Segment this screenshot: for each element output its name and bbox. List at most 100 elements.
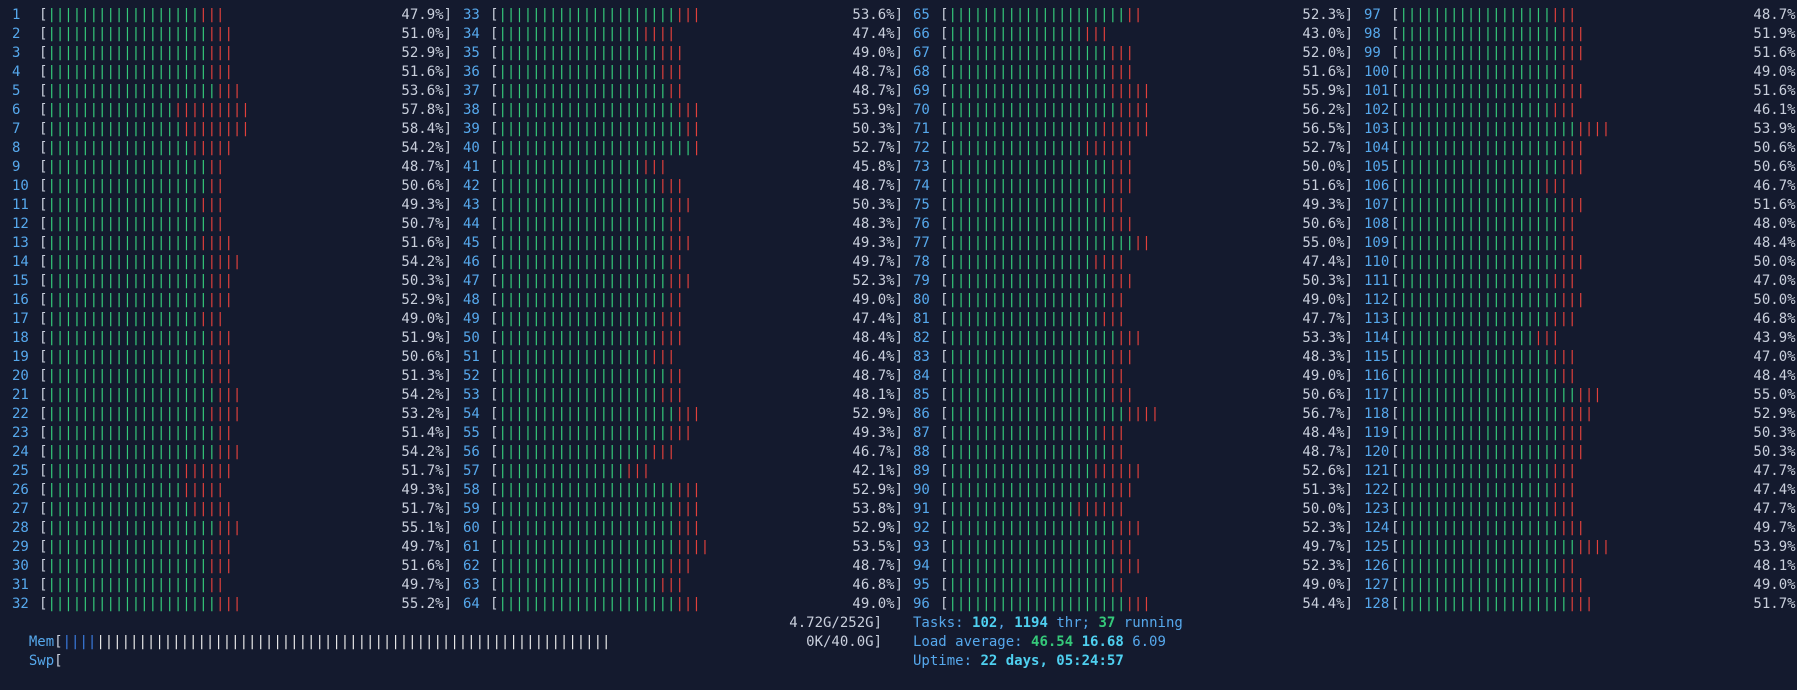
cpu-usage-bar: [||||||||||||||||||||| <box>940 368 1126 384</box>
cpu-usage-bar: [|||||||||||||||||||||||| <box>1391 387 1602 403</box>
cpu-number: 48 <box>463 292 480 308</box>
cpu-usage-bar: [||||||||||||||||||||| <box>1391 216 1577 232</box>
cpu-usage-bar: [||||||||||||||||||||| <box>490 349 676 365</box>
tasks-summary: Tasks: 102, 1194 thr; 37 running <box>913 615 1183 631</box>
cpu-percent: 55.0%] <box>1753 387 1797 403</box>
cpu-usage-bar: [||||||||||||||||||||| <box>1391 463 1577 479</box>
swap-label: Swp <box>28 653 55 669</box>
cpu-number: 23 <box>12 425 29 441</box>
cpu-meter-row: 57 [|||||||||||||||||| 42.1%] <box>463 462 903 481</box>
cpu-meter-row: 7 [|||||||||||||||||||||||| 58.4%] <box>12 120 452 139</box>
cpu-meter-row: 51 [||||||||||||||||||||| 46.4%] <box>463 348 903 367</box>
cpu-percent: 52.3%] <box>1302 520 1353 536</box>
cpu-number: 21 <box>12 387 29 403</box>
cpu-percent: 48.4%] <box>852 330 903 346</box>
cpu-usage-bar: [|||||||||||||||||||||| <box>490 178 684 194</box>
cpu-usage-bar: [||||||||||||||||||||||| <box>39 254 242 270</box>
cpu-usage-bar: [|||||||||||||||||||| <box>490 159 668 175</box>
cpu-number: 70 <box>913 102 930 118</box>
cpu-number: 114 <box>1364 330 1390 346</box>
cpu-meter-row: 107[|||||||||||||||||||||| 51.6%] <box>1364 196 1797 215</box>
cpu-meter-row: 12 [||||||||||||||||||||| 50.7%] <box>12 215 452 234</box>
cpu-percent: 56.7%] <box>1302 406 1353 422</box>
cpu-number: 92 <box>913 520 930 536</box>
cpu-usage-bar: [||||||||||||||||||||| <box>39 197 225 213</box>
cpu-usage-bar: [|||||||||||||||||||||| <box>1391 577 1585 593</box>
cpu-meter-row: 53 [|||||||||||||||||||||| 48.1%] <box>463 386 903 405</box>
cpu-meter-row: 70 [|||||||||||||||||||||||| 56.2%] <box>913 101 1353 120</box>
cpu-percent: 56.2%] <box>1302 102 1353 118</box>
cpu-percent: 56.5%] <box>1302 121 1353 137</box>
cpu-number: 94 <box>913 558 930 574</box>
cpu-meter-row: 91 [||||||||||||||||||||| 50.0%] <box>913 500 1353 519</box>
cpu-meter-row: 34 [||||||||||||||||||||| 47.4%] <box>463 25 903 44</box>
cpu-number: 109 <box>1364 235 1390 251</box>
cpu-percent: 46.8%] <box>1753 311 1797 327</box>
cpu-usage-bar: [|||||||||||||||||| <box>490 463 651 479</box>
cpu-meter-row: 24 [||||||||||||||||||||||| 54.2%] <box>12 443 452 462</box>
cpu-number: 42 <box>463 178 480 194</box>
cpu-meter-row: 118[||||||||||||||||||||||| 52.9%] <box>1364 405 1797 424</box>
cpu-percent: 50.6%] <box>1302 387 1353 403</box>
cpu-percent: 55.1%] <box>401 520 452 536</box>
cpu-number: 104 <box>1364 140 1390 156</box>
cpu-meter-row: 99 [|||||||||||||||||||||| 51.6%] <box>1364 44 1797 63</box>
cpu-meter-row: 101[|||||||||||||||||||||| 51.6%] <box>1364 82 1797 101</box>
cpu-meter-row: 81 [||||||||||||||||||||| 47.7%] <box>913 310 1353 329</box>
cpu-usage-bar: [||||||||||||||||||||||| <box>940 520 1143 536</box>
cpu-meter-row: 35 [|||||||||||||||||||||| 49.0%] <box>463 44 903 63</box>
cpu-number: 118 <box>1364 406 1390 422</box>
cpu-meter-row: 111[||||||||||||||||||||| 47.0%] <box>1364 272 1797 291</box>
cpu-meter-row: 8 [|||||||||||||||||||||| 54.2%] <box>12 139 452 158</box>
cpu-number: 83 <box>913 349 930 365</box>
cpu-meter-row: 63 [|||||||||||||||||||||| 46.8%] <box>463 576 903 595</box>
running-count: 37 <box>1098 615 1116 631</box>
cpu-number: 110 <box>1364 254 1390 270</box>
cpu-percent: 58.4%] <box>401 121 452 137</box>
cpu-percent: 50.3%] <box>1753 425 1797 441</box>
cpu-number: 88 <box>913 444 930 460</box>
cpu-number: 81 <box>913 311 930 327</box>
cpu-usage-bar: [|||||||||||||||||||||||| <box>490 7 701 23</box>
cpu-meters: 1 [||||||||||||||||||||| 47.9%] 2 [|||||||||… <box>12 6 1797 612</box>
cpu-usage-bar: [||||||||||||||||||||||| <box>490 235 693 251</box>
cpu-number: 46 <box>463 254 480 270</box>
cpu-usage-bar: [|||||||||||||||||||||| <box>490 254 684 270</box>
cpu-number: 96 <box>913 596 930 612</box>
cpu-usage-bar: [|||||||||||||||||||||| <box>39 558 233 574</box>
cpu-percent: 48.4%] <box>1302 425 1353 441</box>
cpu-percent: 48.1%] <box>852 387 903 403</box>
cpu-usage-bar: [||||||||||||||||||||| <box>1391 102 1577 118</box>
cpu-number: 37 <box>463 83 480 99</box>
cpu-number: 35 <box>463 45 480 61</box>
cpu-meter-row: 1 [||||||||||||||||||||| 47.9%] <box>12 6 452 25</box>
cpu-number: 49 <box>463 311 480 327</box>
cpu-usage-bar: [||||||||||||||||||||||| <box>1391 406 1594 422</box>
cpu-number: 32 <box>12 596 29 612</box>
cpu-number: 12 <box>12 216 29 232</box>
cpu-usage-bar: [|||||||||||||||||||||||| <box>490 102 701 118</box>
load-5min: 16.68 <box>1081 634 1124 650</box>
cpu-meter-row: 83 [|||||||||||||||||||||| 48.3%] <box>913 348 1353 367</box>
cpu-usage-bar: [|||||||||||||||||||||| <box>39 349 233 365</box>
cpu-number: 115 <box>1364 349 1390 365</box>
cpu-percent: 52.3%] <box>1302 7 1353 23</box>
cpu-number: 76 <box>913 216 930 232</box>
cpu-meter-row: 45 [||||||||||||||||||||||| 49.3%] <box>463 234 903 253</box>
threads-count: 1194 <box>1014 615 1048 631</box>
cpu-percent: 48.4%] <box>1753 235 1797 251</box>
cpu-meter-row: 88 [||||||||||||||||||||| 48.7%] <box>913 443 1353 462</box>
cpu-meter-row: 26 [||||||||||||||||||||| 49.3%] <box>12 481 452 500</box>
cpu-usage-bar: [|||||||||||||||||||||| <box>39 64 233 80</box>
cpu-percent: 47.9%] <box>401 7 452 23</box>
cpu-usage-bar: [|||||||||||||||||||||| <box>39 501 233 517</box>
cpu-usage-bar: [||||||||||||||||||||| <box>1391 273 1577 289</box>
cpu-percent: 54.2%] <box>401 140 452 156</box>
cpu-meter-row: 39 [|||||||||||||||||||||||| 50.3%] <box>463 120 903 139</box>
cpu-number: 106 <box>1364 178 1390 194</box>
cpu-number: 18 <box>12 330 29 346</box>
cpu-percent: 46.1%] <box>1753 102 1797 118</box>
swap-meter: Swp[ 0K/40.0G] <box>12 633 882 669</box>
cpu-percent: 54.2%] <box>401 444 452 460</box>
cpu-usage-bar: [||||||||||||||||||||| <box>39 311 225 327</box>
